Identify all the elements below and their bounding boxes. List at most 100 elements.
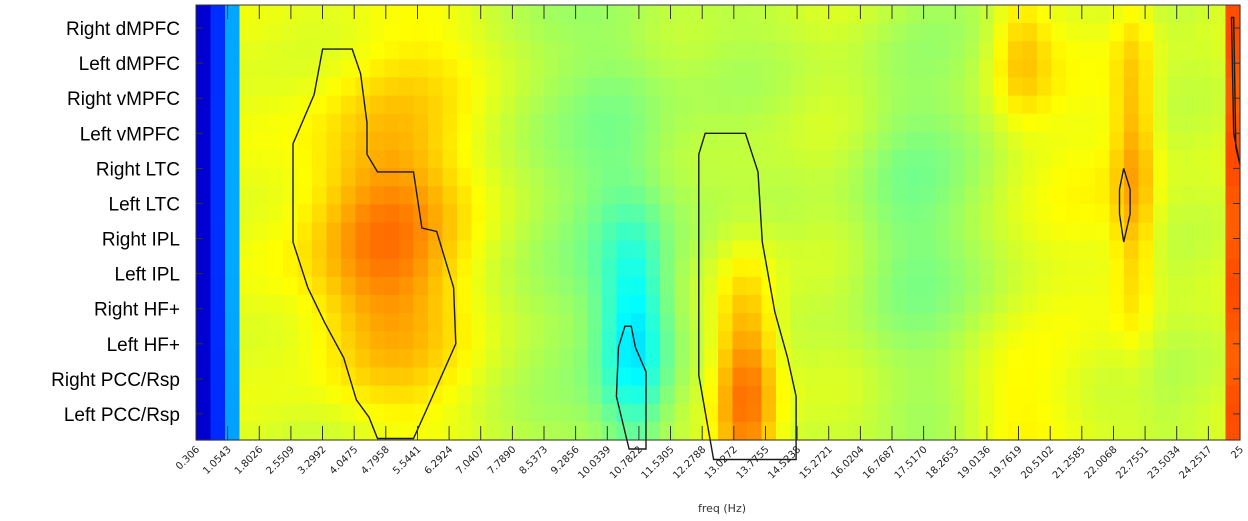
heatmap-cell (370, 59, 386, 79)
heatmap-cell (1037, 385, 1053, 405)
heatmap-cell (703, 276, 719, 296)
heatmap-cell (355, 95, 371, 115)
heatmap-cell (413, 77, 429, 97)
heatmap-cell (1008, 385, 1024, 405)
heatmap-cell (544, 403, 560, 423)
heatmap-cell (225, 59, 241, 79)
heatmap-cell (573, 222, 589, 242)
heatmap-cell (355, 349, 371, 369)
heatmap-cell (399, 168, 415, 187)
heatmap-cell (355, 222, 371, 242)
heatmap-cell (1037, 421, 1053, 441)
heatmap-cell (979, 276, 995, 296)
heatmap-cell (602, 295, 618, 314)
heatmap-cell (1109, 258, 1125, 278)
heatmap-cell (892, 258, 908, 278)
heatmap-cell (442, 150, 458, 169)
heatmap-cell (587, 131, 603, 151)
heatmap-cell (834, 295, 850, 314)
heatmap-cell (921, 41, 937, 60)
heatmap-cell (326, 41, 342, 60)
x-tick-label: 3.2992 (296, 444, 329, 477)
heatmap-cell (645, 313, 661, 332)
heatmap-cell (1153, 204, 1169, 224)
heatmap-cell (1225, 150, 1241, 169)
heatmap-cell (312, 313, 328, 332)
heatmap-cell (1051, 77, 1067, 97)
heatmap-cell (457, 313, 473, 332)
heatmap-cell (660, 403, 676, 423)
heatmap-cell (718, 5, 734, 24)
heatmap-cell (1051, 168, 1067, 187)
heatmap-cell (790, 385, 806, 405)
heatmap-cell (399, 59, 415, 79)
heatmap-cell (370, 168, 386, 187)
heatmap-cell (210, 349, 226, 369)
heatmap-cell (993, 421, 1009, 441)
heatmap-cell (1066, 59, 1082, 79)
heatmap-cell (1167, 23, 1183, 42)
heatmap-cell (1124, 276, 1140, 296)
heatmap-cell (486, 258, 502, 278)
heatmap-cell (1109, 367, 1125, 387)
heatmap-cell (1153, 331, 1169, 350)
heatmap-cell (268, 367, 284, 387)
heatmap-cell (355, 258, 371, 278)
heatmap-cell (1124, 77, 1140, 97)
heatmap-cell (283, 276, 299, 296)
heatmap-cell (370, 403, 386, 423)
heatmap-cell (993, 77, 1009, 97)
heatmap-cell (761, 131, 777, 151)
heatmap-cell (819, 131, 835, 151)
heatmap-cell (674, 367, 690, 387)
heatmap-cell (384, 240, 400, 260)
heatmap-cell (500, 403, 516, 423)
heatmap-cell (834, 186, 850, 205)
heatmap-cell (558, 240, 574, 260)
heatmap-cell (935, 331, 951, 350)
heatmap-cell (964, 276, 980, 296)
heatmap-cell (848, 5, 864, 24)
heatmap-cell (892, 331, 908, 350)
heatmap-cell (428, 95, 444, 115)
heatmap-cell (703, 41, 719, 60)
heatmap-cell (935, 385, 951, 405)
heatmap-cell (283, 186, 299, 205)
heatmap-cell (979, 258, 995, 278)
heatmap-cell (1138, 385, 1154, 405)
heatmap-cell (1211, 168, 1227, 187)
heatmap-cell (631, 276, 647, 296)
heatmap-cell (1211, 295, 1227, 314)
heatmap-cell (935, 41, 951, 60)
heatmap-cell (370, 204, 386, 224)
heatmap-cell (819, 313, 835, 332)
heatmap-cell (805, 41, 821, 60)
heatmap-cell (819, 5, 835, 24)
heatmap-cell (631, 168, 647, 187)
heatmap-cell (834, 204, 850, 224)
heatmap-cell (790, 258, 806, 278)
heatmap-cell (254, 367, 270, 387)
heatmap-cell (877, 240, 893, 260)
heatmap-cell (254, 59, 270, 79)
heatmap-cell (399, 258, 415, 278)
heatmap-cell (297, 204, 313, 224)
heatmap-cell (732, 186, 748, 205)
heatmap-cell (486, 222, 502, 242)
heatmap-cell (776, 331, 792, 350)
heatmap-cell (935, 5, 951, 24)
heatmap-cell (355, 59, 371, 79)
heatmap-cell (1196, 313, 1212, 332)
heatmap-cell (1196, 131, 1212, 151)
heatmap-cell (196, 421, 212, 441)
heatmap-cell (355, 385, 371, 405)
heatmap-cell (1211, 367, 1227, 387)
heatmap-cell (312, 403, 328, 423)
heatmap-cell (921, 313, 937, 332)
heatmap-cell (950, 41, 966, 60)
heatmap-cell (993, 222, 1009, 242)
heatmap-cell (515, 385, 531, 405)
heatmap-cell (1124, 421, 1140, 441)
heatmap-cell (877, 367, 893, 387)
heatmap-cell (196, 59, 212, 79)
